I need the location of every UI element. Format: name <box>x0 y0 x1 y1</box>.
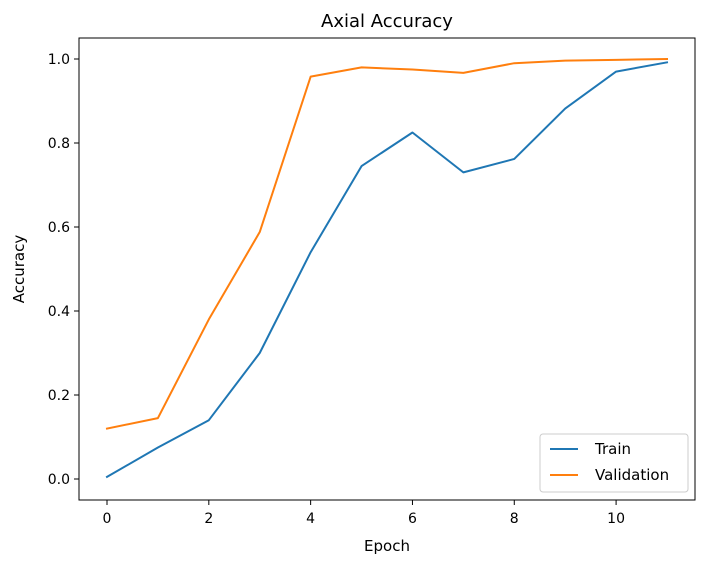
series-train <box>105 61 669 479</box>
x-tick-label: 2 <box>204 511 213 527</box>
x-tick-label: 6 <box>408 511 417 527</box>
y-axis: 0.0 0.2 0.4 0.6 0.8 1.0 <box>48 52 79 488</box>
x-tick-label: 10 <box>607 511 625 527</box>
legend: Train Validation <box>539 433 689 493</box>
y-tick-label: 0.0 <box>48 472 70 488</box>
legend-label: Validation <box>595 466 669 484</box>
chart-title: Axial Accuracy <box>321 11 453 32</box>
x-tick-label: 4 <box>306 511 315 527</box>
x-axis: 0 2 4 6 8 10 <box>103 500 625 527</box>
x-tick-label: 0 <box>103 511 112 527</box>
series-validation <box>105 57 669 430</box>
y-tick-label: 1.0 <box>48 52 70 68</box>
y-axis-title: Accuracy <box>10 235 28 304</box>
series-line-validation <box>105 57 669 430</box>
legend-label: Train <box>594 440 631 458</box>
x-axis-title: Epoch <box>364 537 410 555</box>
y-tick-label: 0.6 <box>48 220 70 236</box>
y-tick-label: 0.4 <box>48 304 70 320</box>
legend-item-validation: Validation <box>550 466 669 484</box>
plot-frame <box>78 37 696 501</box>
legend-item-train: Train <box>550 440 631 458</box>
plot-area <box>105 57 669 479</box>
y-tick-label: 0.8 <box>48 136 70 152</box>
y-tick-label: 0.2 <box>48 388 70 404</box>
series-line-train <box>105 61 669 479</box>
x-tick-label: 8 <box>510 511 519 527</box>
